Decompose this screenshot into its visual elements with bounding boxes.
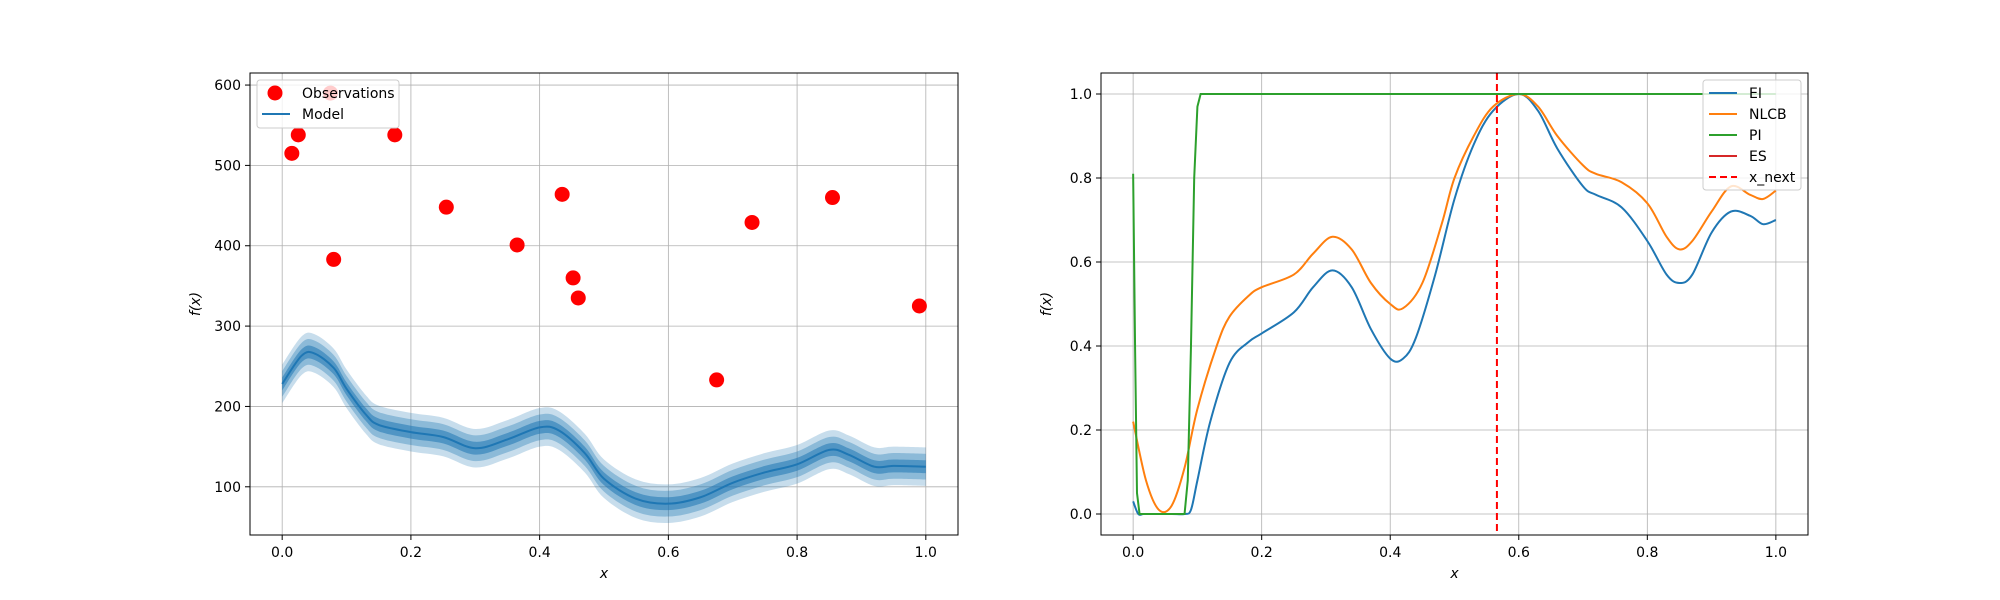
y-tick-label: 1.0 — [1070, 87, 1092, 103]
observation-point — [570, 290, 586, 306]
right-y-axis-label: f(x) — [1039, 292, 1055, 316]
left-y-axis-label: f(x) — [188, 292, 204, 316]
x-tick-label: 0.4 — [1379, 545, 1401, 561]
model-mean-line — [281, 350, 926, 505]
observation-point — [284, 145, 300, 161]
x-tick-label: 0.2 — [1251, 545, 1273, 561]
y-tick-label: 500 — [214, 158, 241, 174]
x-tick-label: 0.4 — [529, 545, 551, 561]
observation-point — [554, 186, 570, 202]
series-line-nlcb — [1132, 92, 1777, 514]
left-x-axis-label: x — [599, 566, 609, 582]
y-tick-label: 600 — [214, 78, 241, 94]
right-legend-box — [1702, 79, 1802, 191]
legend-ei-label: EI — [1749, 86, 1762, 102]
y-tick-label: 0.8 — [1070, 171, 1092, 187]
y-tick-label: 100 — [214, 480, 241, 496]
x-tick-label: 1.0 — [915, 545, 937, 561]
x-tick-label: 0.0 — [1122, 545, 1144, 561]
right-legend: EI NLCB PI ES x_next — [1702, 79, 1802, 191]
x-tick-label: 0.8 — [786, 545, 808, 561]
legend-es-label: ES — [1749, 149, 1767, 165]
x-tick-label: 0.8 — [1636, 545, 1658, 561]
model-uncertainty-band — [282, 345, 926, 511]
observation-point — [744, 214, 760, 230]
observation-point — [709, 372, 725, 388]
observation-point — [509, 237, 525, 253]
left-plot-area — [281, 85, 927, 523]
observation-point — [387, 127, 403, 143]
right-subplot: 0.0 0.2 0.4 0.6 0.8 1.0 0.0 0.2 0.4 0.6 0.8 1.0 x f… — [1039, 72, 1809, 582]
y-tick-label: 200 — [214, 399, 241, 415]
y-tick-label: 0.2 — [1070, 423, 1092, 439]
left-subplot: 0.0 0.2 0.4 0.6 0.8 1.0 100 200 300 400 500 600 x f… — [188, 72, 959, 582]
x-tick-label: 0.6 — [657, 545, 679, 561]
series-line-ei — [1132, 92, 1777, 516]
right-axes-frame — [1100, 72, 1809, 536]
legend-nlcb-label: NLCB — [1749, 107, 1787, 123]
legend-observations-label: Observations — [302, 86, 395, 102]
left-grid — [250, 73, 958, 535]
y-tick-label: 0.6 — [1070, 255, 1092, 271]
y-tick-label: 0.4 — [1070, 339, 1092, 355]
observation-point — [326, 251, 342, 267]
y-tick-label: 400 — [214, 239, 241, 255]
legend-pi-label: PI — [1749, 128, 1762, 144]
right-ticks: 0.0 0.2 0.4 0.6 0.8 1.0 0.0 0.2 0.4 0.6 0.8 1.0 — [1070, 87, 1787, 561]
y-tick-label: 300 — [214, 319, 241, 335]
observation-point — [438, 199, 454, 215]
series-line-pi — [1132, 93, 1776, 515]
x-tick-label: 0.2 — [400, 545, 422, 561]
x-tick-label: 0.6 — [1508, 545, 1530, 561]
right-x-axis-label: x — [1449, 566, 1459, 582]
observation-point — [911, 298, 927, 314]
right-plot-area — [1132, 73, 1777, 535]
legend-model-label: Model — [302, 107, 344, 123]
left-axes-frame — [249, 72, 959, 536]
x-tick-label: 0.0 — [271, 545, 293, 561]
legend-x-next-label: x_next — [1749, 170, 1796, 186]
left-legend-box — [256, 79, 400, 129]
y-tick-label: 0.0 — [1070, 507, 1092, 523]
observation-point — [824, 190, 840, 206]
left-legend: Observations Model — [256, 79, 400, 129]
observation-point — [565, 270, 581, 286]
left-ticks: 0.0 0.2 0.4 0.6 0.8 1.0 100 200 300 400 500 600 — [214, 78, 937, 561]
x-tick-label: 1.0 — [1765, 545, 1787, 561]
observation-point — [290, 127, 306, 143]
legend-observations-marker — [267, 85, 283, 101]
